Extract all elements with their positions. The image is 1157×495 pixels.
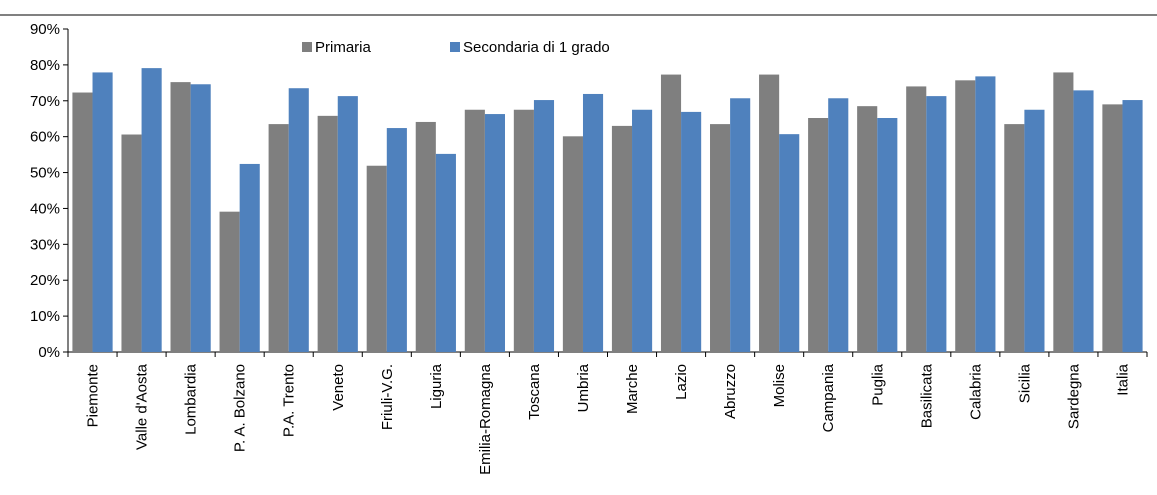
x-category-label: Puglia [869,363,886,405]
bar-primaria [857,106,878,353]
bar-secondaria [533,100,555,352]
bar-primaria [808,118,829,352]
x-category-label: P. A. Bolzano [232,364,249,452]
bar-secondaria [92,72,113,353]
bar-primaria [1102,104,1123,352]
x-category-label: Toscana [526,363,543,420]
bar-primaria [268,124,289,352]
bar-primaria [415,121,436,352]
bar-secondaria [484,114,505,352]
bar-secondaria [877,118,898,352]
y-tick-label: 70% [30,93,60,110]
bar-secondaria [435,153,456,352]
bar-primaria [72,92,93,353]
x-category-label: Sicilia [1016,363,1033,403]
bar-primaria [366,165,387,352]
y-tick-label: 10% [30,308,60,325]
x-category-label: Marche [624,364,641,414]
x-category-label: Liguria [428,363,445,409]
bar-secondaria [288,88,309,352]
bar-primaria [464,109,485,352]
bar-secondaria [141,68,162,352]
legend-swatch-secondaria [450,42,460,52]
bar-secondaria [386,128,407,352]
x-category-label: Friuli-V.G. [379,364,396,430]
x-category-label: Basilicata [918,363,935,428]
y-tick-label: 30% [30,236,60,253]
bar-primaria [955,80,976,353]
bar-primaria [219,211,240,352]
y-tick-label: 50% [30,165,60,182]
bar-secondaria [337,96,358,353]
bar-secondaria [632,109,653,352]
x-category-label: Lombardia [183,363,200,435]
bar-primaria [710,124,731,352]
x-category-label: Emilia-Romagna [477,363,494,475]
x-category-label: Italia [1114,363,1131,395]
bar-primaria [121,134,142,352]
bar-primaria [759,74,780,352]
x-category-label: P.A. Trento [281,364,298,437]
x-category-label: Molise [771,364,788,407]
bar-secondaria [239,163,260,352]
bars [72,68,1143,353]
bar-primaria [513,109,534,352]
bar-primaria [1004,124,1025,352]
y-tick-label: 80% [30,57,60,74]
bar-primaria [660,74,682,352]
legend: Primaria Secondaria di 1 grado [302,39,610,56]
legend-swatch-primaria [302,42,312,52]
bar-primaria [611,125,633,353]
x-category-label: Veneto [330,364,347,411]
y-axis: 0% 10% 20% 30% 40% 50% 60% 70% 80% 90% [30,21,69,361]
x-category-label: Abruzzo [722,364,739,419]
bar-secondaria [582,93,604,352]
x-category-label: Piemonte [85,364,102,427]
x-category-label: Valle d'Aosta [134,363,151,450]
x-category-label: Lazio [673,364,690,400]
bar-primaria [170,82,191,353]
legend-label-secondaria: Secondaria di 1 grado [463,39,610,56]
x-axis [67,351,1148,357]
bar-secondaria [190,84,211,352]
bar-secondaria [926,96,947,353]
legend-label-primaria: Primaria [315,39,371,56]
category-labels: Piemonte Valle d'Aosta Lombardia P. A. Bolz… [85,363,1132,475]
x-category-label: Umbria [575,363,592,412]
bar-secondaria [1122,100,1143,352]
bar-secondaria [828,98,849,352]
bar-secondaria [975,76,996,352]
y-tick-label: 0% [38,344,60,361]
y-tick-label: 90% [30,21,60,38]
y-tick-label: 60% [30,129,60,146]
bar-primaria [906,86,927,352]
y-tick-label: 40% [30,200,60,217]
x-category-label: Campania [820,363,837,432]
x-category-label: Calabria [967,363,984,420]
bar-secondaria [1024,109,1045,352]
bar-secondaria [779,134,800,352]
bar-primaria [317,115,338,353]
bar-primaria [1053,72,1074,353]
bar-secondaria [681,111,702,352]
y-tick-label: 20% [30,272,60,289]
bar-secondaria [730,98,751,352]
x-category-label: Sardegna [1065,363,1082,429]
bar-secondaria [1073,90,1094,353]
bar-primaria [562,136,583,352]
